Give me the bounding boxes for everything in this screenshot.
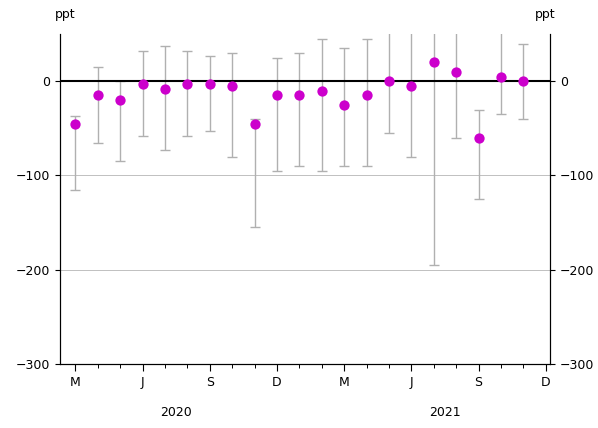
Point (182, 81, 192, 88)
Point (362, 92, 371, 99)
Point (407, 83, 416, 89)
Point (340, 101, 349, 108)
Point (384, 78, 393, 85)
Point (71, 120, 80, 127)
Point (160, 86, 170, 92)
Point (138, 81, 148, 88)
Point (115, 97, 125, 104)
Point (317, 87, 327, 94)
Text: ppt: ppt (535, 8, 555, 21)
Point (205, 81, 215, 88)
Point (429, 59, 438, 66)
Point (250, 120, 260, 127)
Text: 2021: 2021 (429, 406, 460, 419)
Point (227, 83, 237, 89)
Point (518, 78, 528, 85)
Text: 2020: 2020 (160, 406, 192, 419)
Point (474, 134, 483, 141)
Point (496, 73, 506, 80)
Text: ppt: ppt (55, 8, 75, 21)
Point (93, 92, 103, 99)
Point (295, 92, 304, 99)
Point (451, 68, 461, 75)
Point (272, 92, 282, 99)
